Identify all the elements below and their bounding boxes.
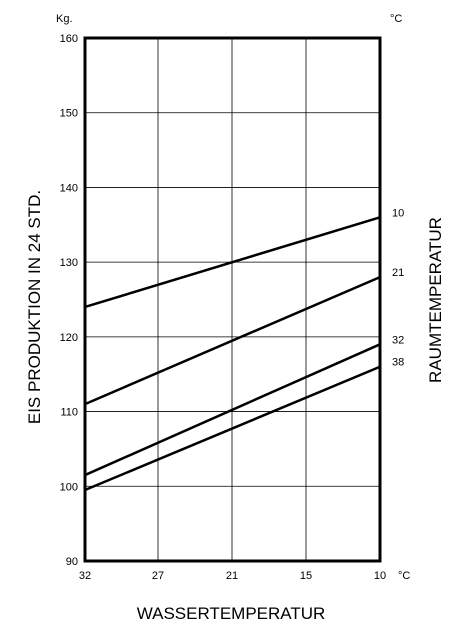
series-label: 21 [392, 267, 404, 279]
y-tick-label: 160 [60, 33, 78, 45]
y-axis-title: EIS PRODUKTION IN 24 STD. [25, 190, 44, 424]
y-tick-label: 140 [60, 182, 78, 194]
x-unit-label: °C [398, 570, 410, 582]
series-label: 38 [392, 357, 404, 369]
series-line [84, 275, 381, 406]
x-axis-title: WASSERTEMPERATUR [137, 604, 326, 623]
y-tick-label: 130 [60, 257, 78, 269]
right-unit-label: °C [390, 13, 402, 25]
right-axis-title: RAUMTEMPERATUR [426, 217, 445, 383]
series-label: 10 [392, 207, 404, 219]
y-tick-label: 120 [60, 332, 78, 344]
series-label: 32 [392, 334, 404, 346]
y-tick-label: 110 [60, 407, 78, 419]
x-tick-label: 15 [300, 570, 312, 582]
series-labels: 10 21 32 38 [392, 207, 404, 368]
series-line [84, 365, 381, 492]
x-tick-label: 10 [374, 570, 386, 582]
series-line [84, 216, 381, 309]
y-tick-label: 90 [66, 556, 78, 568]
y-tick-label: 150 [60, 108, 78, 120]
y-tick-labels: 90 100 110 120 130 140 150 160 [60, 33, 78, 568]
x-tick-labels: 32 27 21 15 10 [79, 570, 386, 582]
x-tick-label: 27 [152, 570, 164, 582]
series-lines [84, 216, 381, 492]
y-tick-label: 100 [60, 481, 78, 493]
series-line [84, 343, 381, 477]
x-tick-label: 32 [79, 570, 91, 582]
plot-frame [83, 36, 382, 563]
grid [85, 38, 380, 561]
x-tick-label: 21 [226, 570, 238, 582]
y-unit-label: Kg. [56, 13, 73, 25]
